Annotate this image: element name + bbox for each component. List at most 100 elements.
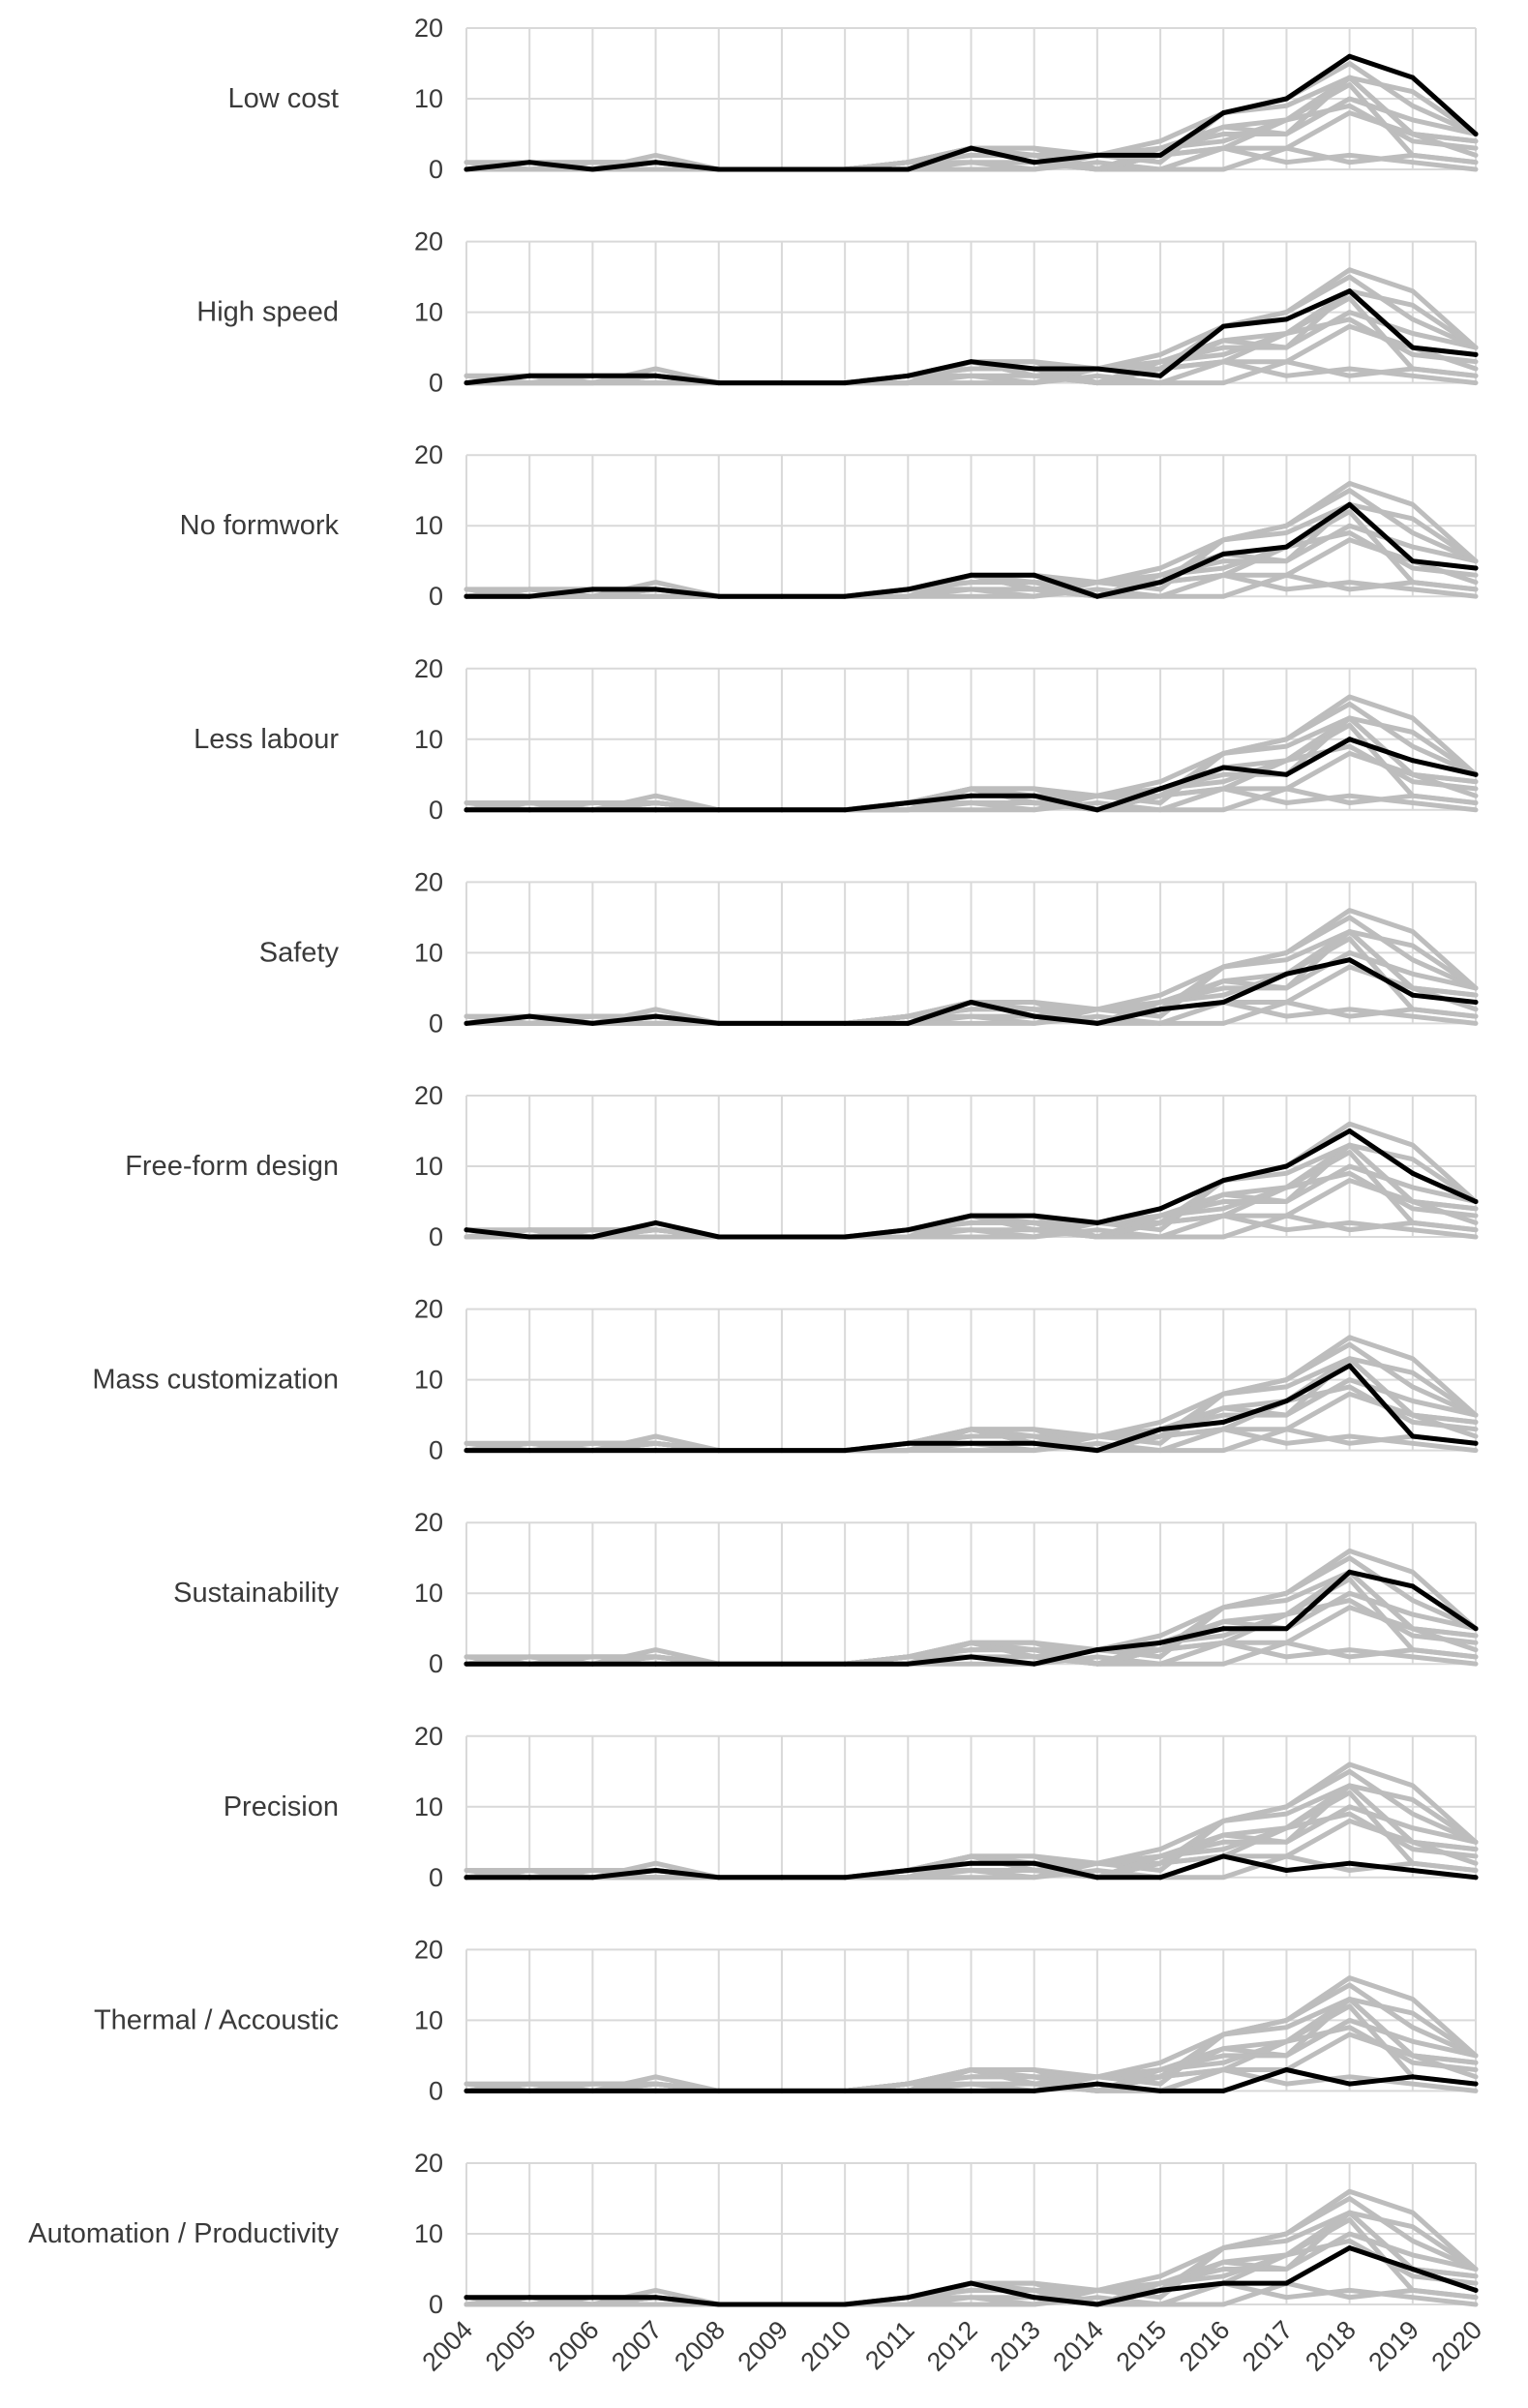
x-tick-label: 2015 bbox=[1111, 2315, 1173, 2377]
data-point bbox=[1473, 1875, 1479, 1881]
data-point bbox=[1283, 1868, 1289, 1873]
y-tick-label: 20 bbox=[414, 1722, 443, 1751]
x-tick-label: 2016 bbox=[1174, 2315, 1236, 2377]
y-tick-label: 20 bbox=[414, 440, 443, 469]
data-point bbox=[653, 2295, 659, 2301]
x-tick-label: 2020 bbox=[1426, 2315, 1488, 2377]
y-tick-label: 0 bbox=[429, 796, 443, 825]
data-point bbox=[1220, 110, 1226, 116]
data-point bbox=[1094, 593, 1100, 599]
data-point bbox=[1473, 132, 1479, 136]
data-point bbox=[1032, 1860, 1037, 1866]
data-point bbox=[526, 1234, 532, 1240]
data-point bbox=[526, 807, 532, 813]
y-tick-label: 0 bbox=[429, 2290, 443, 2319]
data-point bbox=[779, 1448, 785, 1454]
series-label: No formwork bbox=[180, 510, 340, 541]
y-tick-label: 20 bbox=[414, 654, 443, 683]
data-point bbox=[589, 1875, 595, 1881]
data-point bbox=[779, 593, 785, 599]
x-tick-label: 2007 bbox=[606, 2315, 668, 2377]
data-point bbox=[1157, 1427, 1163, 1432]
y-tick-label: 0 bbox=[429, 582, 443, 611]
data-point bbox=[1157, 1875, 1163, 1881]
data-point bbox=[1032, 1013, 1037, 1019]
data-point bbox=[842, 807, 848, 813]
data-point bbox=[1347, 1363, 1353, 1369]
data-point bbox=[653, 807, 659, 813]
x-tick-label: 2018 bbox=[1300, 2315, 1362, 2377]
data-point bbox=[1410, 2267, 1416, 2272]
data-point bbox=[779, 2088, 785, 2093]
data-point bbox=[1347, 2081, 1353, 2087]
series-label: Sustainability bbox=[173, 1578, 339, 1609]
y-tick-label: 10 bbox=[414, 1366, 443, 1395]
y-tick-label: 20 bbox=[414, 1295, 443, 1324]
data-point bbox=[1032, 160, 1037, 166]
context-line-11 bbox=[464, 2032, 1479, 2093]
data-point bbox=[779, 2302, 785, 2307]
data-point bbox=[1283, 2067, 1289, 2072]
data-point bbox=[779, 380, 785, 386]
panel-7: 0 10 20 Mass customization bbox=[92, 1295, 1479, 1465]
data-point bbox=[842, 2302, 848, 2307]
x-tick-label: 2004 bbox=[417, 2315, 479, 2377]
data-point bbox=[842, 1448, 848, 1454]
data-point bbox=[842, 1234, 848, 1240]
y-tick-label: 10 bbox=[414, 2005, 443, 2034]
context-line-11 bbox=[464, 1605, 1479, 1667]
data-point bbox=[842, 166, 848, 172]
data-point bbox=[779, 166, 785, 172]
data-point bbox=[1157, 786, 1163, 792]
data-point bbox=[1283, 1399, 1289, 1403]
data-point bbox=[1094, 1219, 1100, 1225]
data-point bbox=[1220, 1000, 1226, 1005]
data-point bbox=[589, 2295, 595, 2301]
data-point bbox=[1410, 992, 1416, 998]
panel-6: 0 10 20 Free-form design bbox=[125, 1081, 1479, 1251]
data-point bbox=[653, 1013, 659, 1019]
data-point bbox=[1157, 1007, 1163, 1012]
y-tick-label: 0 bbox=[429, 1436, 443, 1465]
data-point bbox=[589, 1448, 595, 1454]
data-point bbox=[905, 587, 911, 592]
data-point bbox=[526, 1661, 532, 1667]
data-point bbox=[1473, 2287, 1479, 2293]
series-label: Mass customization bbox=[92, 1365, 339, 1396]
panel-1: 0 10 20 Low cost bbox=[228, 14, 1479, 184]
data-point bbox=[969, 793, 974, 798]
data-point bbox=[1410, 1170, 1416, 1176]
data-point bbox=[464, 166, 469, 172]
context-line-11 bbox=[464, 1391, 1479, 1454]
data-point bbox=[589, 166, 595, 172]
data-point bbox=[464, 1661, 469, 1667]
data-point bbox=[1157, 2088, 1163, 2093]
data-point bbox=[779, 807, 785, 813]
x-tick-label: 2005 bbox=[480, 2315, 542, 2377]
data-point bbox=[1157, 373, 1163, 378]
y-tick-label: 10 bbox=[414, 725, 443, 754]
panel-10: 0 10 20 Thermal / Accoustic bbox=[94, 1935, 1479, 2105]
context-line-10 bbox=[464, 359, 1479, 386]
data-point bbox=[716, 1875, 722, 1881]
x-tick-label: 2017 bbox=[1237, 2315, 1299, 2377]
context-line-10 bbox=[464, 145, 1479, 172]
data-point bbox=[842, 2088, 848, 2093]
data-point bbox=[842, 593, 848, 599]
y-tick-label: 10 bbox=[414, 2219, 443, 2248]
data-point bbox=[653, 373, 659, 378]
y-tick-label: 0 bbox=[429, 1222, 443, 1251]
data-point bbox=[969, 1440, 974, 1446]
series-label: Less labour bbox=[194, 724, 339, 755]
data-point bbox=[969, 1654, 974, 1660]
data-point bbox=[969, 572, 974, 578]
data-point bbox=[1094, 807, 1100, 813]
data-point bbox=[1347, 737, 1353, 742]
data-point bbox=[1220, 1626, 1226, 1632]
data-point bbox=[464, 1448, 469, 1454]
data-point bbox=[1220, 551, 1226, 557]
y-tick-label: 10 bbox=[414, 938, 443, 967]
data-point bbox=[1032, 2295, 1037, 2301]
x-tick-label: 2011 bbox=[859, 2315, 919, 2375]
